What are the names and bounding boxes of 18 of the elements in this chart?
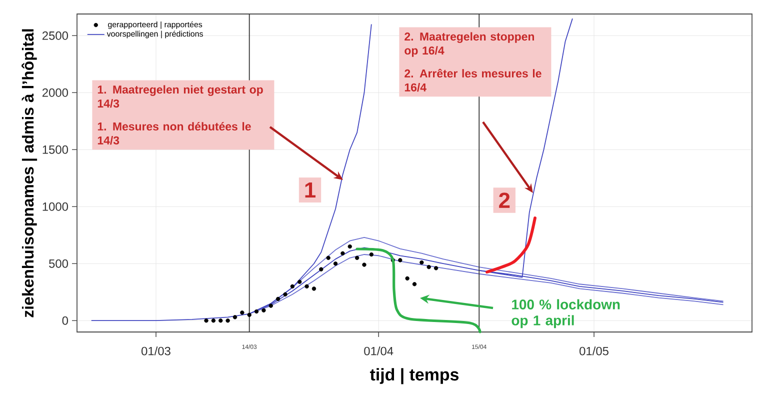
annotation: 2. Maatregelen stoppen op 16/4 [404, 32, 534, 57]
y-tick-label: 2000 [42, 88, 68, 97]
annotation: 1. Maatregelen niet gestart op 14/3 [98, 85, 263, 108]
annotation: 100 % lockdown op 1 april [512, 299, 620, 328]
y-axis-title: ziekenhuisopnames | admis à l’hôpital [22, 29, 38, 318]
annotation: 1 [305, 182, 316, 198]
y-tick-label: 0 [62, 316, 68, 325]
annotation: 1. Mesures non débutées le 14/3 [98, 122, 251, 145]
x-tick-label: 01/05 [580, 346, 608, 356]
x-axis-title: tijd | temps [370, 368, 459, 384]
x-tick-label: 01/03 [142, 346, 170, 356]
y-tick-label: 500 [49, 259, 68, 268]
annotation: 2 [499, 192, 510, 208]
annotation: 2. Arrêter les mesures le 16/4 [404, 68, 542, 92]
x-tick-label: 01/04 [364, 346, 394, 356]
y-tick-label: 1000 [42, 202, 68, 211]
y-tick-label: 2500 [42, 31, 68, 40]
y-tick-label: 1500 [42, 145, 68, 154]
